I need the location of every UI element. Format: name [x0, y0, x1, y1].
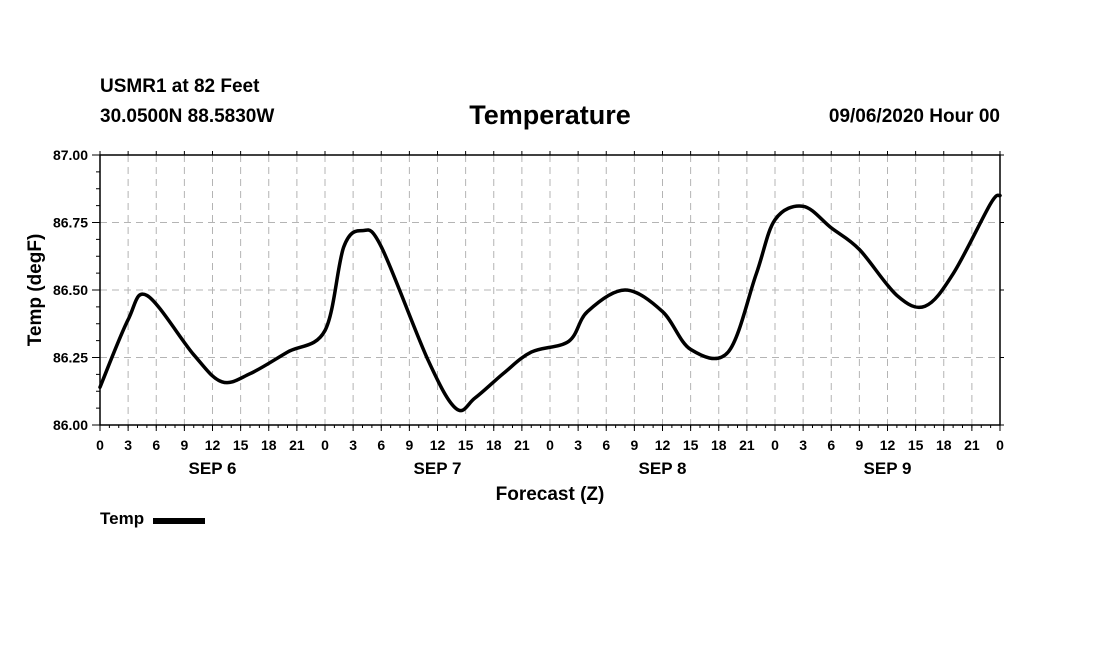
x-tick-label: 0	[546, 437, 554, 453]
x-tick-label: 6	[827, 437, 835, 453]
x-tick-label: 0	[321, 437, 329, 453]
x-tick-label: 15	[683, 437, 699, 453]
x-tick-label: 12	[880, 437, 896, 453]
legend-swatch	[153, 517, 206, 524]
y-axis-title: Temp (degF)	[25, 234, 46, 347]
x-tick-label: 21	[514, 437, 530, 453]
x-tick-label: 3	[574, 437, 582, 453]
x-axis-title: Forecast (Z)	[496, 484, 605, 505]
x-tick-label: 21	[289, 437, 305, 453]
x-tick-label: 12	[205, 437, 221, 453]
x-tick-label: 6	[602, 437, 610, 453]
grid-layer	[100, 155, 1000, 425]
x-tick-label: 0	[996, 437, 1004, 453]
day-label: SEP 6	[189, 459, 237, 478]
chart-title: Temperature	[469, 100, 631, 130]
x-tick-label: 15	[458, 437, 474, 453]
x-tick-label: 21	[739, 437, 755, 453]
x-tick-label: 6	[377, 437, 385, 453]
x-tick-label: 9	[180, 437, 188, 453]
x-tick-label: 3	[799, 437, 807, 453]
x-tick-label: 0	[96, 437, 104, 453]
day-label: SEP 9	[864, 459, 912, 478]
y-tick-label: 87.00	[53, 147, 88, 163]
x-tick-label: 6	[152, 437, 160, 453]
y-tick-label: 86.50	[53, 282, 88, 298]
y-tick-label: 86.00	[53, 417, 88, 433]
station-label: USMR1 at 82 Feet	[100, 76, 260, 97]
forecast-date-label: 09/06/2020 Hour 00	[828, 106, 1000, 127]
y-tick-label: 86.25	[53, 350, 88, 366]
x-tick-label: 18	[486, 437, 502, 453]
day-label: SEP 8	[639, 459, 687, 478]
x-tick-label: 21	[964, 437, 980, 453]
x-tick-label: 15	[233, 437, 249, 453]
x-tick-label: 15	[908, 437, 924, 453]
day-label: SEP 7	[414, 459, 462, 478]
x-tick-label: 12	[430, 437, 446, 453]
x-tick-label: 3	[124, 437, 132, 453]
legend: Temp	[100, 509, 206, 529]
x-tick-label: 0	[771, 437, 779, 453]
series-line-temp	[98, 193, 1002, 413]
plot-frame	[99, 154, 1001, 426]
x-tick-label: 9	[630, 437, 638, 453]
x-tick-label: 12	[655, 437, 671, 453]
x-tick-label: 9	[855, 437, 863, 453]
x-tick-label: 9	[405, 437, 413, 453]
tick-layer: 86.00 86.25 86.50 86.75 87.00 0 3 6 9 12 15 18 21 0 3 6…	[53, 147, 1004, 478]
x-tick-label: 18	[936, 437, 952, 453]
x-tick-label: 18	[711, 437, 727, 453]
legend-label: Temp	[100, 509, 145, 528]
series-layer	[98, 193, 1002, 413]
x-tick-label: 18	[261, 437, 277, 453]
coordinates-label: 30.0500N 88.5830W	[100, 106, 275, 127]
y-tick-label: 86.75	[53, 215, 88, 231]
x-tick-label: 3	[349, 437, 357, 453]
